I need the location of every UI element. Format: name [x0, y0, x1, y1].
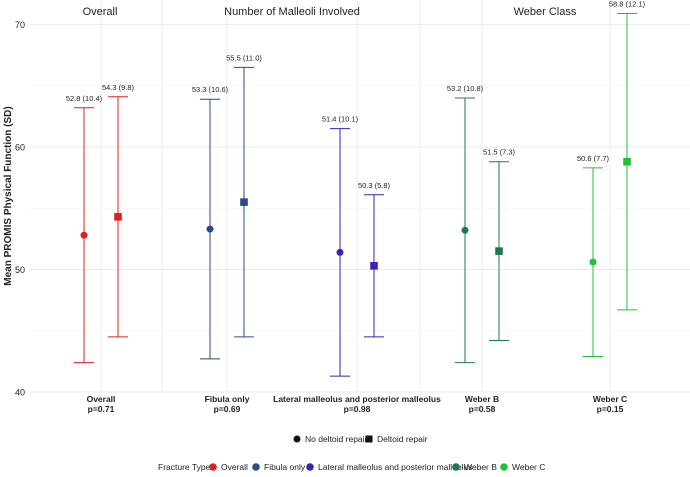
legend-color-swatch	[306, 463, 314, 471]
p-value-label: p=0.69	[214, 404, 241, 414]
point-deltoid-repair	[370, 262, 378, 270]
p-value-label: p=0.71	[88, 404, 115, 414]
y-tick-label: 40	[15, 388, 25, 398]
legend-color-label: Fibula only	[264, 462, 306, 472]
x-tick-label: Weber C	[593, 394, 627, 404]
legend-shape-label: Deltoid repair	[377, 434, 428, 444]
data-label: 54.3 (9.8)	[102, 83, 135, 92]
point-deltoid-repair	[623, 157, 631, 166]
legend-color-label: Lateral malleolus and posterior malleolu…	[318, 462, 473, 472]
point-no-deltoid-repair	[461, 226, 469, 234]
legend-color-label: Weber C	[512, 462, 545, 472]
data-label: 50.6 (7.7)	[577, 154, 610, 163]
section-title: Number of Malleoli Involved	[224, 6, 360, 18]
y-tick-label: 50	[15, 265, 25, 275]
legend-color-swatch	[209, 463, 217, 471]
y-tick-label: 60	[15, 143, 25, 153]
section-title: Weber Class	[514, 6, 577, 18]
x-tick-label: Fibula only	[205, 394, 250, 404]
legend-color-swatch	[252, 463, 260, 471]
point-no-deltoid-repair	[336, 248, 344, 256]
data-label: 52.8 (10.4)	[66, 94, 103, 103]
data-label: 51.5 (7.3)	[483, 148, 516, 157]
data-label: 51.4 (10.1)	[322, 115, 359, 124]
legend-color-swatch	[452, 463, 460, 471]
y-axis-title: Mean PROMIS Physical Function (SD)	[3, 106, 14, 285]
x-tick-label: Weber B	[465, 394, 499, 404]
point-deltoid-repair	[114, 213, 122, 221]
data-label: 53.2 (10.8)	[447, 84, 484, 93]
p-value-label: p=0.15	[597, 404, 624, 414]
data-label: 53.3 (10.6)	[192, 85, 229, 94]
section-title: Overall	[83, 6, 118, 18]
data-label: 58.8 (12.1)	[609, 0, 646, 8]
legend-color-title: Fracture Type	[158, 462, 211, 472]
y-tick-label: 70	[15, 20, 25, 30]
legend-shape-label: No deltoid repair	[305, 434, 368, 444]
data-label: 50.3 (5.8)	[358, 181, 391, 190]
point-no-deltoid-repair	[206, 225, 214, 233]
legend-color-label: Weber B	[464, 462, 497, 472]
legend-circle-icon	[293, 435, 301, 443]
p-value-label: p=0.58	[469, 404, 496, 414]
point-no-deltoid-repair	[589, 258, 597, 266]
x-tick-label: Overall	[87, 394, 116, 404]
legend-square-icon	[365, 435, 373, 443]
data-label: 55.5 (11.0)	[226, 53, 262, 62]
legend-color-swatch	[500, 463, 508, 471]
p-value-label: p=0.98	[344, 404, 371, 414]
point-deltoid-repair	[240, 198, 248, 206]
point-deltoid-repair	[495, 247, 503, 255]
legend-color-label: Overall	[221, 462, 248, 472]
point-no-deltoid-repair	[80, 231, 88, 239]
x-tick-label: Lateral malleolus and posterior malleolu…	[273, 394, 441, 404]
